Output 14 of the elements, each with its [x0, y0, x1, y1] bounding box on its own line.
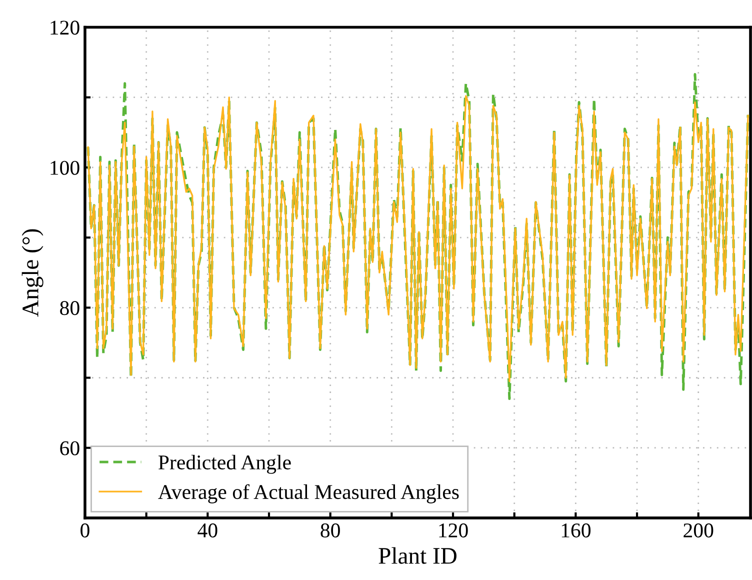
x-tick-label: 40: [198, 523, 218, 538]
x-tick-label: 120: [439, 523, 468, 538]
y-tick-label: 60: [60, 441, 80, 456]
x-tick-label: 0: [80, 523, 90, 538]
y-tick-label: 80: [60, 301, 80, 316]
x-tick-label: 160: [562, 523, 591, 538]
legend-label: Predicted Angle: [158, 454, 291, 474]
y-tick-label: 100: [50, 160, 80, 175]
x-axis-title: Plant ID: [378, 547, 456, 564]
y-tick-label: 120: [50, 20, 80, 35]
y-axis-title: Angle (°): [22, 229, 44, 317]
legend-label: Average of Actual Measured Angles: [158, 484, 459, 504]
x-tick-label: 200: [684, 523, 714, 538]
x-tick-label: 80: [320, 523, 340, 538]
